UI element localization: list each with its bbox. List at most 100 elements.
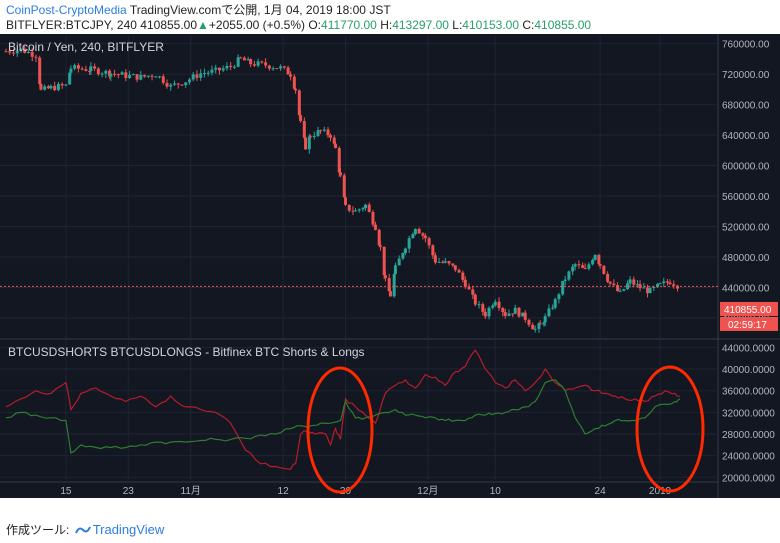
annotation-circle-right: [635, 365, 705, 493]
candle-body: [473, 294, 477, 305]
price-pane-title: Bitcoin / Yen, 240, BITFLYER: [8, 40, 164, 54]
candle-body: [463, 279, 467, 287]
candle-body: [242, 57, 246, 61]
candle-body: [124, 72, 128, 78]
candle-body: [453, 265, 457, 270]
candle-body: [437, 261, 441, 263]
candle-body: [319, 130, 323, 132]
time-tick-label: 10: [490, 486, 502, 497]
candle-body: [109, 73, 113, 77]
candle-body: [49, 85, 53, 89]
candle-body: [69, 68, 73, 73]
candle-body: [329, 135, 333, 138]
high-value: 413297.00: [392, 18, 449, 32]
candle-body: [591, 259, 595, 265]
candle-body: [299, 115, 303, 121]
candle-body: [84, 69, 88, 71]
candle-body: [180, 84, 184, 86]
candle-body: [441, 261, 445, 263]
candle-body: [636, 284, 640, 286]
candle-body: [403, 248, 407, 254]
candle-body: [307, 136, 311, 150]
candle-body: [150, 75, 154, 77]
series-line-btcusdlongs: [5, 379, 681, 454]
candle-body: [88, 70, 92, 72]
candle-body: [513, 307, 517, 314]
price-pane[interactable]: [0, 45, 718, 333]
candle-body: [304, 137, 308, 150]
time-tick-label: 23: [123, 486, 135, 497]
candle-body: [120, 72, 124, 75]
indicator-tick-label: 44000.0000: [722, 343, 775, 354]
candle-body: [577, 264, 581, 266]
candle-body: [154, 76, 158, 78]
candle-body: [68, 72, 72, 85]
candle-body: [232, 66, 236, 68]
candle-body: [217, 67, 221, 71]
candle-body: [382, 246, 386, 276]
candle-body: [309, 136, 313, 138]
candle-body: [96, 68, 100, 75]
candle-body: [146, 75, 150, 77]
symbol-label: BITFLYER:BTCJPY, 240: [6, 18, 137, 32]
candle-body: [531, 324, 535, 330]
candle-body: [423, 235, 427, 239]
candle-body: [26, 51, 30, 53]
candle-body: [161, 76, 165, 83]
candle-body: [587, 264, 591, 269]
candle-body: [553, 299, 557, 308]
candle-body: [371, 212, 375, 225]
candle-body: [583, 267, 587, 269]
candle-body: [551, 307, 555, 309]
candle-body: [493, 301, 497, 306]
time-tick-label: 11月: [181, 485, 201, 497]
candle-body: [393, 265, 397, 275]
header-line-2: BITFLYER:BTCJPY, 240 410855.00▲+2055.00 …: [6, 18, 591, 32]
candle-body: [143, 74, 147, 77]
price-tick-label: 680000.00: [722, 101, 770, 112]
time-tick-label: 24: [595, 486, 607, 497]
candle-body: [537, 323, 541, 329]
candle-body: [206, 72, 210, 74]
candle-body: [457, 269, 461, 273]
candle-body: [279, 66, 283, 69]
candle-body: [433, 255, 437, 263]
candle-body: [612, 283, 616, 286]
candle-body: [113, 73, 117, 75]
time-tick-label: 2019: [649, 486, 672, 497]
candle-body: [239, 57, 243, 59]
candle-body: [377, 229, 381, 246]
candle-body: [135, 74, 139, 80]
chart-area[interactable]: 400000.00440000.00480000.00520000.005600…: [0, 34, 780, 498]
indicator-tick-label: 36000.0000: [722, 387, 775, 398]
candle-body: [128, 74, 132, 78]
candle-body: [23, 48, 27, 53]
candle-body: [557, 294, 561, 300]
indicator-tick-label: 32000.0000: [722, 408, 775, 419]
candle-body: [64, 84, 68, 86]
source-label[interactable]: CoinPost-CryptoMedia: [6, 3, 127, 17]
candle-body: [165, 82, 169, 87]
candle-body: [249, 59, 253, 65]
candle-body: [642, 287, 646, 289]
platform-label[interactable]: TradingView.com: [129, 3, 222, 17]
candle-body: [602, 265, 606, 274]
candle-body: [236, 57, 240, 67]
candle-body: [417, 228, 421, 234]
price-tick-label: 600000.00: [722, 162, 770, 173]
annotation-circle-left: [306, 366, 374, 494]
candle-body: [598, 264, 602, 266]
candle-body: [593, 254, 597, 260]
chart-background: [0, 34, 780, 498]
candle-body: [547, 308, 551, 317]
candle-body: [326, 129, 330, 136]
price-tick-label: 520000.00: [722, 223, 770, 234]
candle-body: [427, 238, 431, 246]
candle-body: [581, 265, 585, 268]
indicator-tick-label: 40000.0000: [722, 365, 775, 376]
candle-body: [229, 65, 233, 67]
footer-brand[interactable]: TradingView: [92, 522, 165, 537]
candle-body: [517, 307, 521, 317]
candle-body: [573, 264, 577, 267]
candle-body: [89, 66, 93, 72]
